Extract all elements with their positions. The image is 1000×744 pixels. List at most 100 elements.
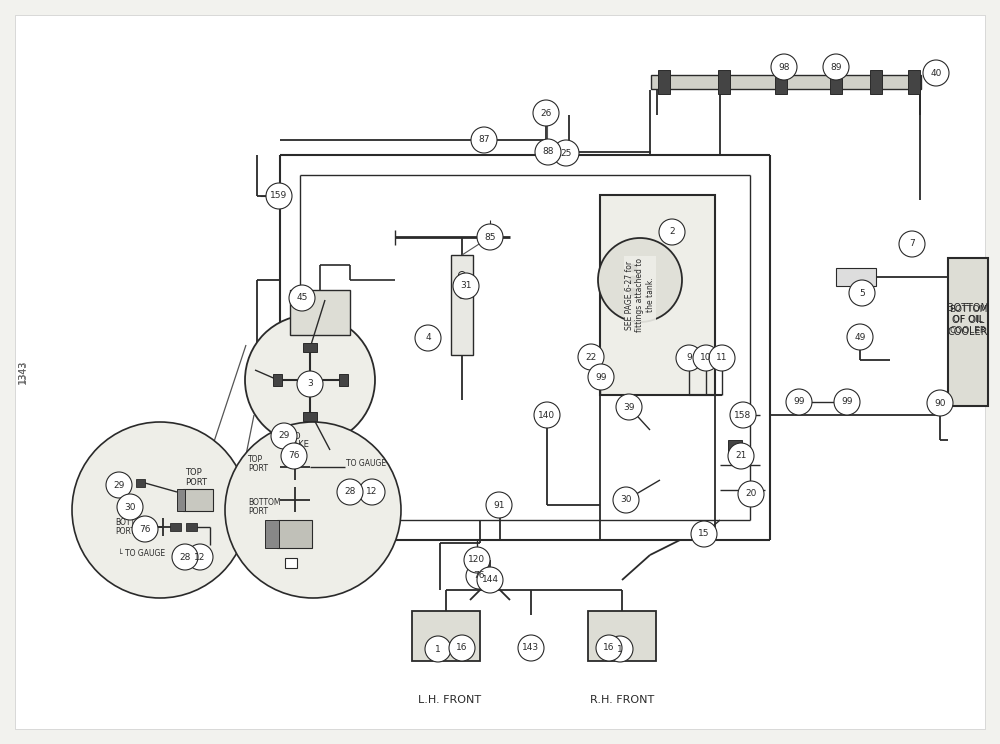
Circle shape [659,219,685,245]
Text: 99: 99 [595,373,607,382]
Circle shape [927,390,953,416]
Text: 91: 91 [493,501,505,510]
Text: PORT: PORT [185,478,207,487]
Circle shape [106,472,132,498]
Text: 1: 1 [435,644,441,653]
Text: 30: 30 [620,496,632,504]
Circle shape [289,285,315,311]
Text: TOP: TOP [248,455,263,464]
Bar [170,523,181,531]
Circle shape [132,516,158,542]
Circle shape [477,567,503,593]
Bar [412,611,480,661]
Bar [651,75,921,89]
Text: 120: 120 [468,556,486,565]
Circle shape [518,635,544,661]
Text: 2: 2 [669,228,675,237]
Bar [558,148,569,156]
Bar [870,70,882,94]
Text: 76: 76 [139,525,151,533]
Text: 76: 76 [473,571,485,580]
Text: BOTTOM: BOTTOM [115,518,148,527]
Circle shape [676,345,702,371]
Text: 85: 85 [484,232,496,242]
Text: 11: 11 [716,353,728,362]
Bar [273,374,282,386]
Circle shape [691,521,717,547]
Circle shape [533,100,559,126]
Text: TO GAUGE: TO GAUGE [346,458,386,467]
Text: 1343: 1343 [18,360,28,384]
Circle shape [466,563,492,589]
Text: 87: 87 [478,135,490,144]
Text: TOP: TOP [185,468,202,477]
Circle shape [117,494,143,520]
Text: 16: 16 [603,644,615,652]
Circle shape [266,183,292,209]
Text: BOTTOM
OF OIL
COOLER: BOTTOM OF OIL COOLER [949,305,987,335]
Circle shape [337,479,363,505]
Text: 143: 143 [522,644,540,652]
Circle shape [923,60,949,86]
Circle shape [415,325,441,351]
Bar [303,343,317,352]
Text: 30: 30 [124,502,136,512]
Text: 4: 4 [425,333,431,342]
Bar [948,258,988,406]
Circle shape [534,402,560,428]
Circle shape [693,345,719,371]
Bar [290,290,350,335]
Text: 22: 22 [585,353,597,362]
Circle shape [453,273,479,299]
Circle shape [629,288,637,296]
Circle shape [464,547,490,573]
Text: BRAKE: BRAKE [281,440,309,449]
Text: 89: 89 [830,62,842,71]
Text: 26: 26 [540,109,552,118]
Text: 12: 12 [366,487,378,496]
Bar [265,520,279,548]
Circle shape [899,231,925,257]
Text: 21: 21 [735,452,747,461]
Bar [136,479,145,487]
Bar [718,70,730,94]
Circle shape [72,422,248,598]
Circle shape [271,423,297,449]
Text: 5: 5 [859,289,865,298]
Circle shape [553,140,579,166]
Circle shape [281,443,307,469]
Circle shape [834,389,860,415]
Circle shape [629,276,637,284]
Text: 28: 28 [179,553,191,562]
Text: 12: 12 [194,553,206,562]
Bar [836,268,876,286]
Text: BOTTOM: BOTTOM [248,498,280,507]
Text: 29: 29 [113,481,125,490]
Bar [186,523,197,531]
Text: 10: 10 [700,353,712,362]
Circle shape [449,635,475,661]
Circle shape [578,344,604,370]
Text: 9: 9 [686,353,692,362]
Text: 25: 25 [560,149,572,158]
Bar [735,455,747,464]
Circle shape [771,54,797,80]
Bar [451,255,473,355]
Bar [339,374,348,386]
Text: └ TO GAUGE: └ TO GAUGE [118,549,165,558]
Text: BOTTOM
OF OIL
COOLER: BOTTOM OF OIL COOLER [947,304,989,336]
Bar [303,412,317,421]
Text: 3: 3 [307,379,313,388]
Text: 144: 144 [482,576,498,585]
Bar [588,611,656,661]
Circle shape [849,280,875,306]
Circle shape [172,544,198,570]
Text: TO: TO [289,432,301,441]
Text: 90: 90 [934,399,946,408]
Bar [658,70,670,94]
Text: PORT: PORT [248,464,268,473]
Bar [177,489,185,511]
Circle shape [613,487,639,513]
Circle shape [535,139,561,165]
Text: 20: 20 [745,490,757,498]
